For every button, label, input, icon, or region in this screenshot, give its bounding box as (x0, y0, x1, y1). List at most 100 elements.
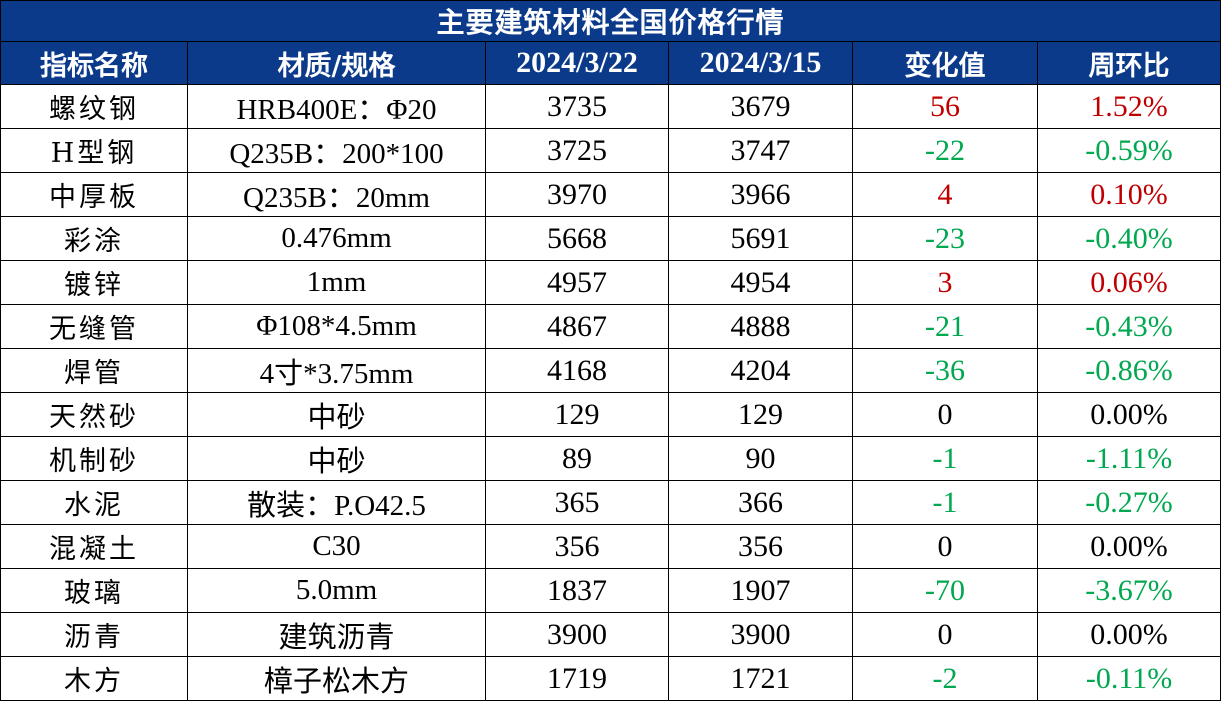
week-change-pct-cell: -0.40% (1036, 216, 1222, 261)
week-change-pct-cell: -0.11% (1036, 656, 1222, 701)
table-row: 玻璃 5.0mm 1837 1907 -70 -3.67% (0, 568, 1222, 613)
current-price-cell: 4957 (485, 260, 669, 305)
spec-cell: 中砂 (187, 436, 486, 481)
previous-price-cell: 90 (668, 436, 853, 481)
previous-price-cell: 5691 (668, 216, 853, 261)
change-value-cell: -70 (852, 568, 1038, 613)
current-price-cell: 365 (485, 480, 669, 525)
week-change-pct-cell: -0.86% (1036, 348, 1222, 393)
change-value-cell: -1 (852, 480, 1038, 525)
week-change-pct-cell: 0.00% (1036, 524, 1222, 569)
table-row: H型钢 Q235B：200*100 3725 3747 -22 -0.59% (0, 128, 1222, 173)
table-row: 水泥 散装：P.O42.5 365 366 -1 -0.27% (0, 480, 1222, 525)
spec-cell: HRB400E：Φ20 (187, 84, 486, 129)
material-name-cell: 无缝管 (0, 304, 188, 349)
title-row: 主要建筑材料全国价格行情 (0, 0, 1222, 42)
spec-cell: 散装：P.O42.5 (187, 480, 486, 525)
week-change-pct-cell: -1.11% (1036, 436, 1222, 481)
header-pct: 周环比 (1036, 41, 1222, 85)
week-change-pct-cell: -0.27% (1036, 480, 1222, 525)
current-price-cell: 3735 (485, 84, 669, 129)
spec-cell: C30 (187, 524, 486, 569)
material-name-cell: 水泥 (0, 480, 188, 525)
change-value-cell: -22 (852, 128, 1038, 173)
current-price-cell: 89 (485, 436, 669, 481)
change-value-cell: -36 (852, 348, 1038, 393)
spec-cell: Φ108*4.5mm (187, 304, 486, 349)
previous-price-cell: 4954 (668, 260, 853, 305)
table-row: 混凝土 C30 356 356 0 0.00% (0, 524, 1222, 569)
previous-price-cell: 3679 (668, 84, 853, 129)
current-price-cell: 4168 (485, 348, 669, 393)
spec-cell: Q235B：200*100 (187, 128, 486, 173)
change-value-cell: 0 (852, 524, 1038, 569)
current-price-cell: 5668 (485, 216, 669, 261)
change-value-cell: -1 (852, 436, 1038, 481)
header-current-date: 2024/3/22 (485, 41, 669, 85)
current-price-cell: 3970 (485, 172, 669, 217)
week-change-pct-cell: 0.06% (1036, 260, 1222, 305)
previous-price-cell: 356 (668, 524, 853, 569)
change-value-cell: -23 (852, 216, 1038, 261)
header-name: 指标名称 (0, 41, 188, 85)
table-row: 沥青 建筑沥青 3900 3900 0 0.00% (0, 612, 1222, 657)
material-name-cell: 镀锌 (0, 260, 188, 305)
header-row: 指标名称 材质/规格 2024/3/22 2024/3/15 变化值 周环比 (0, 41, 1222, 85)
table-row: 机制砂 中砂 89 90 -1 -1.11% (0, 436, 1222, 481)
spec-cell: 中砂 (187, 392, 486, 437)
change-value-cell: 56 (852, 84, 1038, 129)
table-row: 彩涂 0.476mm 5668 5691 -23 -0.40% (0, 216, 1222, 261)
material-name-cell: 螺纹钢 (0, 84, 188, 129)
current-price-cell: 3900 (485, 612, 669, 657)
material-name-cell: 木方 (0, 656, 188, 701)
material-name-cell: 彩涂 (0, 216, 188, 261)
week-change-pct-cell: 0.10% (1036, 172, 1222, 217)
spec-cell: 樟子松木方 (187, 656, 486, 701)
change-value-cell: 3 (852, 260, 1038, 305)
material-name-cell: 混凝土 (0, 524, 188, 569)
table-row: 焊管 4寸*3.75mm 4168 4204 -36 -0.86% (0, 348, 1222, 393)
week-change-pct-cell: -0.43% (1036, 304, 1222, 349)
table-title: 主要建筑材料全国价格行情 (0, 0, 1222, 42)
current-price-cell: 1719 (485, 656, 669, 701)
previous-price-cell: 366 (668, 480, 853, 525)
week-change-pct-cell: 1.52% (1036, 84, 1222, 129)
change-value-cell: 0 (852, 612, 1038, 657)
previous-price-cell: 3900 (668, 612, 853, 657)
spec-cell: 0.476mm (187, 216, 486, 261)
material-name-cell: 沥青 (0, 612, 188, 657)
table-row: 镀锌 1mm 4957 4954 3 0.06% (0, 260, 1222, 305)
header-spec: 材质/规格 (187, 41, 486, 85)
previous-price-cell: 1907 (668, 568, 853, 613)
table-row: 天然砂 中砂 129 129 0 0.00% (0, 392, 1222, 437)
table-row: 木方 樟子松木方 1719 1721 -2 -0.11% (0, 656, 1222, 701)
spec-cell: 4寸*3.75mm (187, 348, 486, 393)
week-change-pct-cell: 0.00% (1036, 612, 1222, 657)
change-value-cell: 4 (852, 172, 1038, 217)
week-change-pct-cell: -0.59% (1036, 128, 1222, 173)
table-row: 无缝管 Φ108*4.5mm 4867 4888 -21 -0.43% (0, 304, 1222, 349)
previous-price-cell: 4204 (668, 348, 853, 393)
spec-cell: 5.0mm (187, 568, 486, 613)
current-price-cell: 3725 (485, 128, 669, 173)
spec-cell: 1mm (187, 260, 486, 305)
current-price-cell: 4867 (485, 304, 669, 349)
current-price-cell: 1837 (485, 568, 669, 613)
material-name-cell: 天然砂 (0, 392, 188, 437)
material-name-cell: 中厚板 (0, 172, 188, 217)
week-change-pct-cell: -3.67% (1036, 568, 1222, 613)
table-body: 螺纹钢 HRB400E：Φ20 3735 3679 56 1.52% H型钢 Q235B：20… (0, 84, 1222, 701)
previous-price-cell: 3747 (668, 128, 853, 173)
change-value-cell: -21 (852, 304, 1038, 349)
previous-price-cell: 129 (668, 392, 853, 437)
current-price-cell: 356 (485, 524, 669, 569)
week-change-pct-cell: 0.00% (1036, 392, 1222, 437)
material-name-cell: 机制砂 (0, 436, 188, 481)
material-name-cell: H型钢 (0, 128, 188, 173)
previous-price-cell: 4888 (668, 304, 853, 349)
header-change: 变化值 (852, 41, 1038, 85)
change-value-cell: -2 (852, 656, 1038, 701)
spec-cell: 建筑沥青 (187, 612, 486, 657)
